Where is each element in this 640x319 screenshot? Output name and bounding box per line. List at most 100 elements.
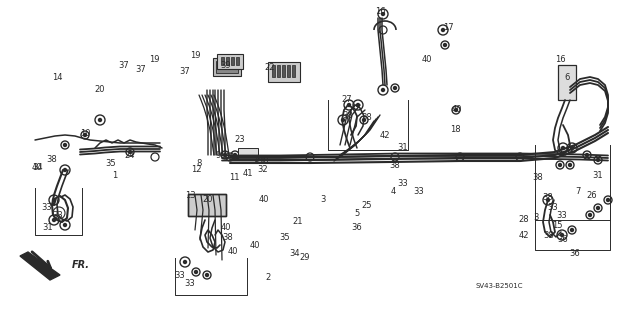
Text: 36: 36 [351, 224, 362, 233]
Text: 14: 14 [253, 155, 263, 165]
Circle shape [570, 228, 573, 232]
Text: 3: 3 [533, 213, 539, 222]
Circle shape [596, 159, 600, 161]
Text: 33: 33 [175, 271, 186, 279]
Text: 3: 3 [320, 196, 326, 204]
Circle shape [205, 273, 209, 277]
Bar [221, 57, 224, 65]
Text: 7: 7 [575, 188, 580, 197]
Circle shape [589, 213, 591, 217]
Text: 38: 38 [390, 160, 401, 169]
Text: 25: 25 [362, 201, 372, 210]
Bar [217, 54, 243, 69]
Text: 40: 40 [228, 248, 238, 256]
Bar [188, 194, 226, 216]
Text: 1: 1 [113, 170, 118, 180]
Text: 40: 40 [221, 224, 231, 233]
Polygon shape [20, 252, 60, 280]
Circle shape [63, 224, 67, 226]
Bar [231, 57, 234, 65]
Circle shape [596, 206, 600, 210]
Text: 42: 42 [380, 130, 390, 139]
Text: 31: 31 [397, 144, 408, 152]
Text: 14: 14 [52, 73, 62, 83]
Text: 11: 11 [228, 174, 239, 182]
Text: 29: 29 [300, 254, 310, 263]
Text: 35: 35 [106, 159, 116, 167]
Circle shape [394, 86, 397, 90]
Text: 38: 38 [342, 110, 353, 120]
Text: 38: 38 [543, 231, 554, 240]
Text: 33: 33 [184, 278, 195, 287]
Text: 38: 38 [47, 155, 58, 165]
Bar [268, 62, 300, 82]
Circle shape [607, 198, 609, 202]
Text: 40: 40 [259, 196, 269, 204]
Text: 34: 34 [290, 249, 300, 257]
Circle shape [547, 198, 550, 202]
Text: 33: 33 [42, 204, 52, 212]
Text: 26: 26 [587, 191, 597, 201]
Text: 38: 38 [223, 234, 234, 242]
Text: 19: 19 [189, 50, 200, 60]
Text: 15: 15 [552, 220, 563, 229]
Bar [236, 57, 239, 65]
Bar [216, 61, 238, 73]
Text: 33: 33 [548, 204, 558, 212]
Text: 23: 23 [235, 136, 245, 145]
Text: 12: 12 [191, 166, 201, 174]
Text: 38: 38 [362, 114, 372, 122]
Text: 8: 8 [196, 159, 202, 167]
Text: 34: 34 [33, 164, 44, 173]
Bar [292, 65, 295, 77]
Text: 40: 40 [32, 164, 42, 173]
Circle shape [570, 146, 573, 150]
Text: 2: 2 [266, 273, 271, 283]
Text: 41: 41 [243, 168, 253, 177]
Text: 33: 33 [397, 179, 408, 188]
Text: 37: 37 [136, 65, 147, 75]
Bar [282, 65, 285, 77]
Bar [272, 65, 275, 77]
Text: 40: 40 [452, 106, 462, 115]
Text: 31: 31 [43, 224, 53, 233]
Text: 16: 16 [374, 8, 385, 17]
Circle shape [52, 219, 56, 221]
Circle shape [195, 271, 198, 273]
Circle shape [561, 146, 564, 150]
Circle shape [444, 43, 447, 47]
Circle shape [223, 153, 227, 157]
Text: 19: 19 [148, 56, 159, 64]
Text: 24: 24 [125, 151, 135, 160]
Text: SV43-B2501C: SV43-B2501C [476, 283, 523, 289]
Text: 30: 30 [259, 158, 269, 167]
Circle shape [342, 118, 344, 122]
Text: 28: 28 [518, 216, 529, 225]
Text: 38: 38 [532, 173, 543, 182]
Circle shape [356, 103, 360, 107]
Text: 32: 32 [258, 166, 268, 174]
Text: 33: 33 [52, 211, 63, 219]
Text: 13: 13 [185, 190, 195, 199]
Text: 18: 18 [450, 125, 460, 135]
Circle shape [348, 103, 351, 107]
Text: 36: 36 [570, 249, 580, 257]
Circle shape [63, 144, 67, 146]
Bar [238, 148, 258, 160]
Circle shape [586, 153, 589, 157]
Text: 37: 37 [118, 61, 129, 70]
Circle shape [129, 151, 131, 153]
Text: 16: 16 [555, 56, 565, 64]
Circle shape [99, 118, 102, 122]
Text: 42: 42 [519, 231, 529, 240]
Text: 21: 21 [292, 218, 303, 226]
Text: 38: 38 [543, 194, 554, 203]
Text: 4: 4 [390, 188, 396, 197]
Text: 36: 36 [557, 235, 568, 244]
Text: 17: 17 [443, 24, 453, 33]
Text: 39: 39 [221, 61, 231, 70]
Circle shape [83, 133, 86, 137]
Bar [558, 65, 576, 100]
Bar [277, 65, 280, 77]
Text: 37: 37 [180, 68, 190, 77]
